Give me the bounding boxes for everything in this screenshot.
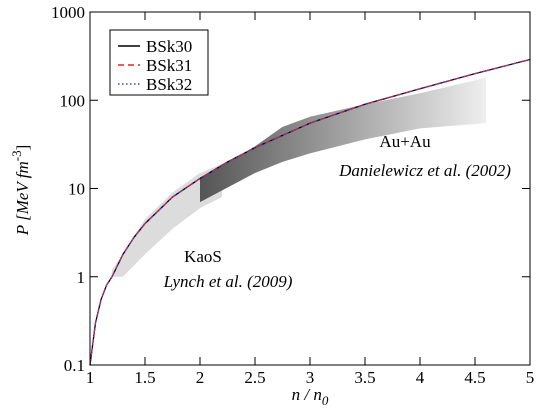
region-label: Au+Au <box>379 132 431 151</box>
x-label-main: n / n <box>292 385 322 404</box>
x-label-sub: 0 <box>322 393 329 408</box>
legend-label: BSk31 <box>146 56 192 75</box>
x-tick-label: 3.5 <box>354 368 375 387</box>
x-axis-label: n / n0 <box>292 385 329 408</box>
x-tick-label: 5 <box>526 368 535 387</box>
x-tick-label: 4 <box>416 368 425 387</box>
region-band <box>112 163 222 277</box>
region-source: Danielewicz et al. (2002) <box>338 161 511 180</box>
region-band <box>200 77 486 203</box>
y-label-end: ] <box>13 145 32 151</box>
y-label-main: P [MeV fm <box>13 161 32 236</box>
series-line <box>89 58 531 366</box>
x-tick-label: 3 <box>306 368 315 387</box>
x-tick-label: 1.5 <box>134 368 155 387</box>
y-tick-label: 1 <box>77 268 86 287</box>
x-tick-label: 1 <box>86 368 95 387</box>
x-tick-label: 2.5 <box>244 368 265 387</box>
x-tick-label: 4.5 <box>464 368 485 387</box>
y-tick-label: 10 <box>68 180 85 199</box>
y-axis-label: P [MeV fm-3] <box>9 145 32 237</box>
y-tick-label: 0.1 <box>64 356 85 375</box>
x-tick-label: 2 <box>196 368 205 387</box>
region-label: KaoS <box>184 247 222 266</box>
region-source: Lynch et al. (2009) <box>163 272 293 291</box>
legend-label: BSk32 <box>146 75 192 94</box>
y-tick-label: 1000 <box>51 3 85 22</box>
legend-label: BSk30 <box>146 37 192 56</box>
y-tick-label: 100 <box>60 91 86 110</box>
y-label-sup: -3 <box>9 150 24 161</box>
